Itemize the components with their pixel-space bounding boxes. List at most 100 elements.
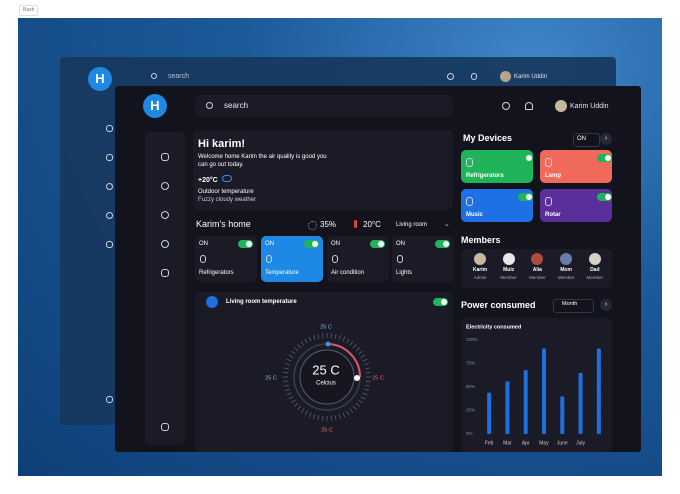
toggle[interactable]	[433, 298, 448, 306]
nav-icon[interactable]	[106, 125, 113, 132]
devices-title: My Devices	[463, 133, 513, 143]
x-tick-label: May	[539, 440, 549, 446]
nav-home[interactable]	[161, 153, 169, 161]
device-name: Music	[466, 212, 484, 218]
bell-icon[interactable]	[525, 102, 533, 110]
toggle[interactable]	[597, 154, 612, 162]
y-tick-label: 50%	[466, 384, 475, 389]
dial-tick	[330, 415, 332, 421]
dial-tick	[313, 335, 316, 341]
dial-tick	[338, 335, 341, 341]
nav-location[interactable]	[161, 240, 169, 248]
devices-state[interactable]: ON	[577, 136, 586, 142]
settings-icon[interactable]	[447, 73, 454, 80]
member-avatar[interactable]	[560, 253, 573, 265]
nav-members[interactable]	[161, 182, 169, 190]
dial-tick	[352, 405, 357, 410]
room-select[interactable]: Living room	[396, 222, 428, 228]
dial-tick	[300, 408, 305, 413]
toggle[interactable]	[518, 193, 533, 201]
y-tick-label: 100%	[466, 337, 478, 342]
nav-icon[interactable]	[106, 154, 113, 161]
dial-tick	[308, 336, 312, 342]
dial-tick	[342, 336, 346, 342]
device-name: Refrigerators	[199, 270, 234, 276]
dial-tick	[288, 354, 294, 358]
dial-label: 25 C	[265, 375, 277, 381]
member-role: Admin	[473, 275, 487, 280]
device-state: ON	[331, 241, 340, 247]
members-title: Members	[461, 235, 501, 245]
chevron[interactable]: ⌄	[444, 221, 450, 228]
dial-tick	[294, 347, 299, 352]
device-icon	[200, 255, 206, 263]
toggle[interactable]	[304, 240, 319, 248]
member-avatar[interactable]	[474, 253, 486, 265]
device-name: Air condition	[331, 270, 365, 276]
nav-icon[interactable]	[106, 241, 113, 248]
dial-handle[interactable]	[354, 375, 360, 381]
y-tick-label: 75%	[466, 361, 475, 366]
nav-lamp[interactable]	[161, 269, 169, 277]
member-avatar[interactable]	[502, 253, 515, 265]
nav-icon[interactable]	[106, 183, 113, 190]
device-name: Lamp	[545, 173, 562, 179]
room-icon	[206, 296, 218, 308]
toggle[interactable]	[370, 240, 385, 248]
dial-tick	[317, 333, 320, 339]
dial-tick	[338, 413, 341, 419]
device-state: ON	[265, 241, 274, 247]
dial-tick	[358, 350, 363, 355]
avatar[interactable]	[500, 71, 511, 82]
dial-tick	[349, 341, 354, 346]
search-input[interactable]: search	[168, 73, 190, 80]
toggle[interactable]	[435, 240, 450, 248]
dial-tick	[349, 408, 354, 413]
nav-settings[interactable]	[161, 211, 169, 219]
nav-icon[interactable]	[106, 212, 113, 219]
dial-tick	[365, 384, 371, 387]
toggle[interactable]	[597, 193, 612, 201]
search-input[interactable]: search	[224, 101, 249, 110]
chart-title: Electricity consumed	[466, 324, 521, 330]
weather-icon	[222, 175, 232, 182]
dial-tick	[297, 344, 302, 349]
member-role: Member	[529, 275, 546, 280]
dial-tick	[358, 399, 363, 404]
avatar[interactable]	[555, 100, 567, 112]
device-name: Refrigerators	[466, 173, 504, 179]
next-button[interactable]: ›	[600, 299, 612, 311]
member-avatar[interactable]	[531, 253, 544, 265]
dropdown[interactable]	[553, 299, 594, 313]
chart-card	[461, 318, 612, 452]
member-name: Karim	[472, 267, 488, 273]
dial-tick	[365, 380, 371, 382]
thermostat-value: 25 C	[312, 362, 339, 377]
bell-icon[interactable]	[471, 73, 477, 80]
logo: H	[88, 67, 112, 91]
device-icon	[545, 158, 552, 167]
toggle[interactable]	[238, 240, 253, 248]
period[interactable]: Month	[562, 301, 578, 307]
device-icon	[332, 255, 338, 263]
dial-handle[interactable]	[325, 341, 331, 347]
settings-icon[interactable]	[502, 102, 510, 110]
power-title: Power consumed	[461, 300, 536, 310]
next-button[interactable]: ›	[600, 133, 612, 145]
logout-icon[interactable]	[161, 423, 169, 431]
dial-tick	[365, 367, 371, 370]
dial-tick	[334, 415, 337, 421]
user-name[interactable]: Karim Uddin	[570, 103, 609, 110]
dropdown[interactable]	[573, 133, 600, 147]
search-bar[interactable]	[195, 95, 453, 117]
bar	[505, 381, 510, 434]
dial-tick	[346, 410, 350, 416]
user-name[interactable]: Karim Uddin	[514, 74, 548, 80]
logout-icon[interactable]	[106, 396, 113, 403]
device-state: ON	[199, 241, 208, 247]
outdoor-temp: +20°C	[198, 177, 218, 184]
member-avatar[interactable]	[588, 253, 601, 265]
toggle[interactable]	[518, 154, 533, 162]
